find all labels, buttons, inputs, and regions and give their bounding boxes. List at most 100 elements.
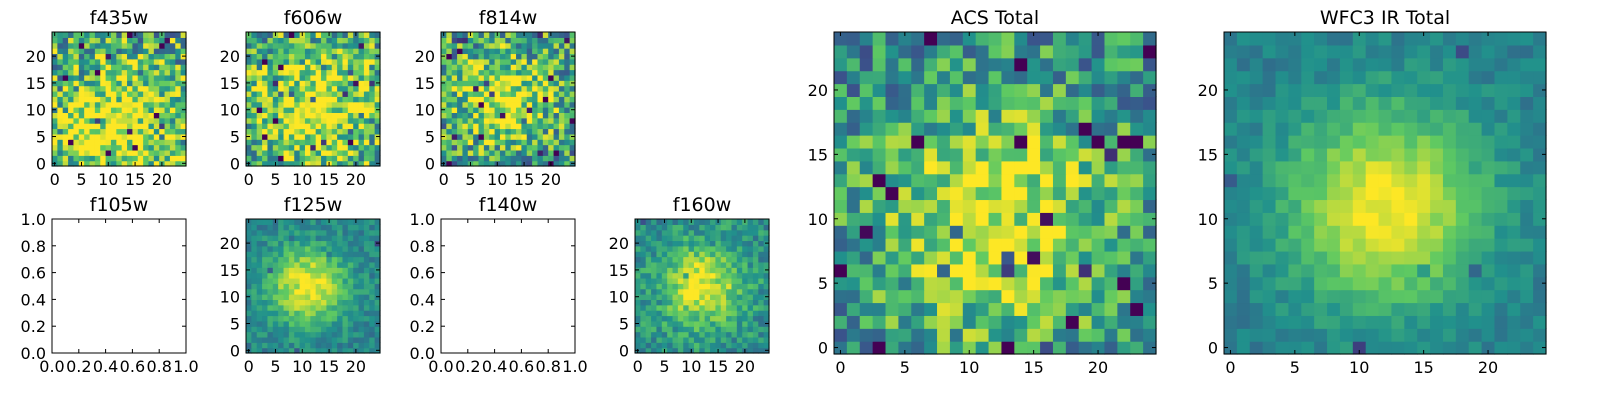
- pixel-cell: [1339, 83, 1354, 97]
- pixel-cell: [1262, 276, 1277, 291]
- pixel-cell: [100, 37, 107, 44]
- pixel-cell: [73, 58, 80, 65]
- pixel-cell: [304, 42, 311, 49]
- panel-title: WFC3 IR Total: [1320, 7, 1450, 29]
- pixel-cell: [537, 32, 544, 38]
- pixel-cell: [294, 42, 301, 49]
- pixel-cell: [846, 289, 861, 304]
- pixel-cell: [1301, 238, 1315, 252]
- pixel-cell: [451, 101, 458, 108]
- pixel-cell: [526, 90, 533, 97]
- pixel-cell: [267, 112, 274, 119]
- pixel-cell: [846, 341, 861, 355]
- pixel-cell: [1339, 70, 1354, 85]
- pixel-cell: [1327, 341, 1341, 355]
- pixel-cell: [353, 326, 360, 333]
- pixel-cell: [1065, 250, 1080, 265]
- pixel-cell: [661, 336, 668, 343]
- pixel-cell: [1468, 212, 1483, 226]
- pixel-cell: [1520, 315, 1534, 329]
- pixel-cell: [1417, 328, 1431, 342]
- pixel-cell: [331, 283, 338, 290]
- pixel-cell: [175, 112, 182, 119]
- y-tick-label: 15: [415, 74, 435, 93]
- pixel-cell: [1365, 289, 1380, 304]
- pixel-cell: [1091, 96, 1106, 110]
- pixel-cell: [288, 144, 295, 151]
- pixel-cell: [1339, 315, 1354, 329]
- pixel-cell: [353, 283, 360, 290]
- pixel-cell: [246, 85, 252, 92]
- pixel-cell: [262, 224, 269, 231]
- pixel-cell: [1365, 263, 1380, 278]
- pixel-cell: [315, 74, 322, 81]
- pixel-cell: [1494, 289, 1508, 304]
- pixel-cell: [304, 235, 311, 242]
- pixel-cell: [457, 144, 464, 151]
- pixel-cell: [1143, 83, 1157, 97]
- pixel-cell: [763, 245, 770, 252]
- pixel-cell: [288, 64, 295, 71]
- y-tick-label: 5: [1208, 274, 1218, 293]
- pixel-cell: [169, 144, 176, 151]
- pixel-cell: [478, 48, 485, 55]
- pixel-cell: [267, 117, 274, 124]
- pixel-cell: [116, 42, 123, 49]
- pixel-cell: [321, 133, 327, 140]
- pixel-cell: [1078, 147, 1093, 162]
- pixel-cell: [1078, 225, 1093, 239]
- pixel-cell: [872, 186, 887, 201]
- pixel-cell: [699, 224, 706, 231]
- pixel-cell: [988, 173, 1003, 188]
- pixel-cell: [677, 224, 684, 231]
- pixel-cell: [153, 64, 160, 71]
- pixel-cell: [337, 261, 344, 268]
- pixel-cell: [726, 347, 733, 354]
- pixel-cell: [489, 74, 496, 81]
- pixel-cell: [1078, 186, 1093, 201]
- pixel-cell: [1327, 83, 1341, 97]
- pixel-cell: [462, 42, 469, 49]
- pixel-cell: [326, 90, 333, 97]
- pixel-cell: [542, 149, 549, 156]
- pixel-cell: [949, 44, 964, 59]
- pixel-cell: [1236, 315, 1251, 329]
- pixel-cell: [1391, 70, 1405, 85]
- pixel-cell: [1027, 225, 1041, 239]
- pixel-cell: [294, 128, 301, 135]
- pixel-cell: [758, 277, 765, 284]
- pixel-cell: [180, 149, 187, 156]
- pixel-cell: [369, 74, 376, 81]
- pixel-cell: [358, 149, 365, 156]
- pixel-cell: [548, 123, 555, 130]
- pixel-cell: [483, 149, 490, 156]
- pixel-cell: [262, 112, 269, 119]
- pixel-cell: [353, 336, 360, 343]
- pixel-cell: [283, 107, 290, 113]
- pixel-cell: [1365, 250, 1380, 265]
- pixel-cell: [1301, 70, 1315, 85]
- pixel-cell: [164, 128, 171, 135]
- pixel-cell: [872, 199, 887, 213]
- pixel-cell: [677, 315, 684, 322]
- pixel-cell: [1301, 122, 1315, 136]
- pixel-cell: [1275, 32, 1289, 46]
- pixel-cell: [73, 32, 80, 38]
- pixel-cell: [57, 107, 64, 113]
- pixel-cell: [1442, 186, 1457, 201]
- pixel-cell: [1130, 315, 1144, 329]
- pixel-cell: [494, 107, 501, 113]
- pixel-cell: [52, 90, 58, 97]
- pixel-cell: [1078, 315, 1093, 329]
- pixel-cell: [975, 289, 990, 304]
- pixel-cell: [672, 277, 679, 284]
- pixel-cell: [688, 256, 695, 263]
- pixel-cell: [294, 331, 301, 338]
- pixel-cell: [1314, 276, 1328, 291]
- pixel-cell: [304, 342, 311, 349]
- pixel-cell: [1143, 160, 1157, 175]
- pixel-cell: [148, 123, 155, 130]
- pixel-cell: [949, 135, 964, 149]
- pixel-cell: [526, 117, 533, 124]
- pixel-cell: [441, 155, 447, 162]
